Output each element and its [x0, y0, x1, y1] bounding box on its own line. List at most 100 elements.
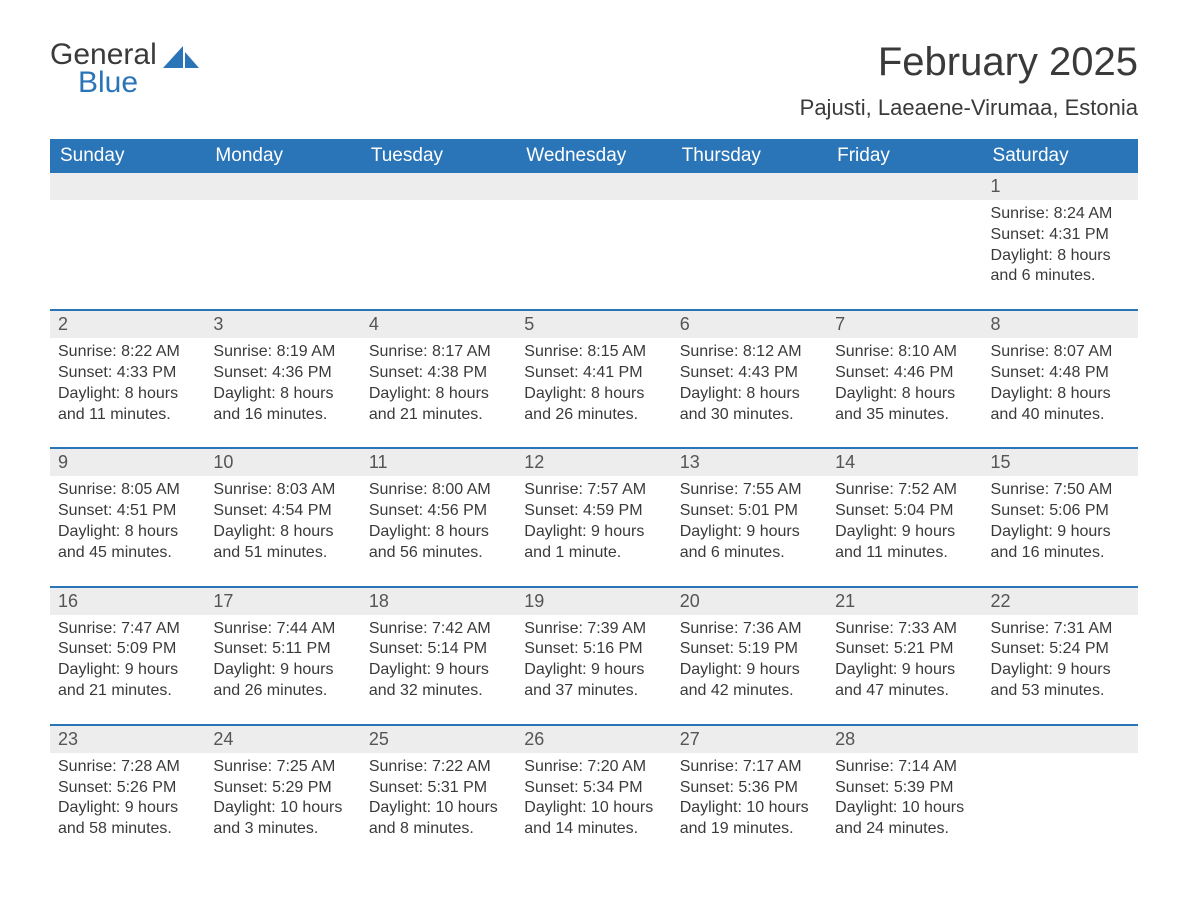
day-number: 19	[516, 588, 671, 615]
day-cell: 9Sunrise: 8:05 AMSunset: 4:51 PMDaylight…	[50, 449, 205, 569]
sunset-line: Sunset: 5:01 PM	[680, 501, 819, 522]
month-title: February 2025	[800, 40, 1138, 85]
week-row: 9Sunrise: 8:05 AMSunset: 4:51 PMDaylight…	[50, 447, 1138, 569]
sunrise-line: Sunrise: 8:07 AM	[991, 342, 1130, 363]
day-content: Sunrise: 8:17 AMSunset: 4:38 PMDaylight:…	[361, 338, 516, 431]
sunset-line: Sunset: 5:36 PM	[680, 778, 819, 799]
day-content	[205, 200, 360, 210]
day-cell: 10Sunrise: 8:03 AMSunset: 4:54 PMDayligh…	[205, 449, 360, 569]
day-cell: 27Sunrise: 7:17 AMSunset: 5:36 PMDayligh…	[672, 726, 827, 846]
daylight-line: Daylight: 10 hours and 14 minutes.	[524, 798, 663, 840]
sunset-line: Sunset: 5:39 PM	[835, 778, 974, 799]
day-content: Sunrise: 7:36 AMSunset: 5:19 PMDaylight:…	[672, 615, 827, 708]
day-number: 16	[50, 588, 205, 615]
day-cell: 22Sunrise: 7:31 AMSunset: 5:24 PMDayligh…	[983, 588, 1138, 708]
sunset-line: Sunset: 4:51 PM	[58, 501, 197, 522]
day-cell: 12Sunrise: 7:57 AMSunset: 4:59 PMDayligh…	[516, 449, 671, 569]
sunrise-line: Sunrise: 7:52 AM	[835, 480, 974, 501]
sunset-line: Sunset: 4:56 PM	[369, 501, 508, 522]
sunset-line: Sunset: 5:14 PM	[369, 639, 508, 660]
location-subtitle: Pajusti, Laeaene-Virumaa, Estonia	[800, 95, 1138, 121]
logo-text-blue: Blue	[78, 66, 157, 100]
daylight-line: Daylight: 9 hours and 42 minutes.	[680, 660, 819, 702]
day-cell: 19Sunrise: 7:39 AMSunset: 5:16 PMDayligh…	[516, 588, 671, 708]
day-number	[827, 173, 982, 200]
day-number: 18	[361, 588, 516, 615]
day-number: 24	[205, 726, 360, 753]
day-number	[983, 726, 1138, 753]
day-content: Sunrise: 7:39 AMSunset: 5:16 PMDaylight:…	[516, 615, 671, 708]
sunset-line: Sunset: 4:33 PM	[58, 363, 197, 384]
day-content: Sunrise: 8:03 AMSunset: 4:54 PMDaylight:…	[205, 476, 360, 569]
sunrise-line: Sunrise: 7:47 AM	[58, 619, 197, 640]
sunrise-line: Sunrise: 7:28 AM	[58, 757, 197, 778]
day-content: Sunrise: 8:24 AMSunset: 4:31 PMDaylight:…	[983, 200, 1138, 293]
day-number: 15	[983, 449, 1138, 476]
day-number: 3	[205, 311, 360, 338]
daylight-line: Daylight: 9 hours and 26 minutes.	[213, 660, 352, 702]
day-content: Sunrise: 7:57 AMSunset: 4:59 PMDaylight:…	[516, 476, 671, 569]
day-content: Sunrise: 7:20 AMSunset: 5:34 PMDaylight:…	[516, 753, 671, 846]
sunrise-line: Sunrise: 7:17 AM	[680, 757, 819, 778]
week-row: 2Sunrise: 8:22 AMSunset: 4:33 PMDaylight…	[50, 309, 1138, 431]
day-number: 28	[827, 726, 982, 753]
sunrise-line: Sunrise: 8:10 AM	[835, 342, 974, 363]
sunset-line: Sunset: 5:24 PM	[991, 639, 1130, 660]
week-row: 23Sunrise: 7:28 AMSunset: 5:26 PMDayligh…	[50, 724, 1138, 846]
sunrise-line: Sunrise: 7:39 AM	[524, 619, 663, 640]
daylight-line: Daylight: 8 hours and 11 minutes.	[58, 384, 197, 426]
daylight-line: Daylight: 8 hours and 30 minutes.	[680, 384, 819, 426]
sunset-line: Sunset: 4:59 PM	[524, 501, 663, 522]
day-content: Sunrise: 7:42 AMSunset: 5:14 PMDaylight:…	[361, 615, 516, 708]
sunset-line: Sunset: 4:46 PM	[835, 363, 974, 384]
sunset-line: Sunset: 4:41 PM	[524, 363, 663, 384]
day-cell	[827, 173, 982, 293]
sunset-line: Sunset: 5:11 PM	[213, 639, 352, 660]
daylight-line: Daylight: 9 hours and 32 minutes.	[369, 660, 508, 702]
day-content	[983, 753, 1138, 763]
sunrise-line: Sunrise: 8:12 AM	[680, 342, 819, 363]
day-number: 9	[50, 449, 205, 476]
day-content	[672, 200, 827, 210]
daylight-line: Daylight: 10 hours and 3 minutes.	[213, 798, 352, 840]
sunrise-line: Sunrise: 7:50 AM	[991, 480, 1130, 501]
day-number	[516, 173, 671, 200]
sunset-line: Sunset: 5:29 PM	[213, 778, 352, 799]
day-cell: 15Sunrise: 7:50 AMSunset: 5:06 PMDayligh…	[983, 449, 1138, 569]
sunrise-line: Sunrise: 7:44 AM	[213, 619, 352, 640]
day-content: Sunrise: 7:50 AMSunset: 5:06 PMDaylight:…	[983, 476, 1138, 569]
sunrise-line: Sunrise: 7:36 AM	[680, 619, 819, 640]
daylight-line: Daylight: 10 hours and 19 minutes.	[680, 798, 819, 840]
daylight-line: Daylight: 9 hours and 47 minutes.	[835, 660, 974, 702]
daylight-line: Daylight: 8 hours and 16 minutes.	[213, 384, 352, 426]
day-number: 12	[516, 449, 671, 476]
day-number: 10	[205, 449, 360, 476]
day-content: Sunrise: 7:33 AMSunset: 5:21 PMDaylight:…	[827, 615, 982, 708]
day-number: 14	[827, 449, 982, 476]
daylight-line: Daylight: 8 hours and 35 minutes.	[835, 384, 974, 426]
day-cell: 16Sunrise: 7:47 AMSunset: 5:09 PMDayligh…	[50, 588, 205, 708]
sunset-line: Sunset: 4:43 PM	[680, 363, 819, 384]
daylight-line: Daylight: 9 hours and 37 minutes.	[524, 660, 663, 702]
sunrise-line: Sunrise: 7:55 AM	[680, 480, 819, 501]
daylight-line: Daylight: 8 hours and 40 minutes.	[991, 384, 1130, 426]
sunrise-line: Sunrise: 7:14 AM	[835, 757, 974, 778]
day-number: 25	[361, 726, 516, 753]
sunrise-line: Sunrise: 8:19 AM	[213, 342, 352, 363]
day-number: 4	[361, 311, 516, 338]
day-cell: 25Sunrise: 7:22 AMSunset: 5:31 PMDayligh…	[361, 726, 516, 846]
day-cell: 17Sunrise: 7:44 AMSunset: 5:11 PMDayligh…	[205, 588, 360, 708]
day-content: Sunrise: 7:28 AMSunset: 5:26 PMDaylight:…	[50, 753, 205, 846]
day-number: 21	[827, 588, 982, 615]
day-cell: 3Sunrise: 8:19 AMSunset: 4:36 PMDaylight…	[205, 311, 360, 431]
day-cell	[672, 173, 827, 293]
day-cell: 2Sunrise: 8:22 AMSunset: 4:33 PMDaylight…	[50, 311, 205, 431]
page-header: General Blue February 2025 Pajusti, Laea…	[50, 40, 1138, 121]
day-cell	[50, 173, 205, 293]
day-content: Sunrise: 7:25 AMSunset: 5:29 PMDaylight:…	[205, 753, 360, 846]
sunset-line: Sunset: 5:34 PM	[524, 778, 663, 799]
daylight-line: Daylight: 8 hours and 6 minutes.	[991, 246, 1130, 288]
day-cell	[983, 726, 1138, 846]
day-cell: 18Sunrise: 7:42 AMSunset: 5:14 PMDayligh…	[361, 588, 516, 708]
sunrise-line: Sunrise: 8:24 AM	[991, 204, 1130, 225]
